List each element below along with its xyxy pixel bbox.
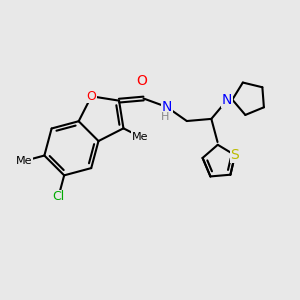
Text: Me: Me — [16, 156, 33, 166]
Text: O: O — [86, 90, 96, 103]
Text: Cl: Cl — [52, 190, 64, 203]
Text: Me: Me — [132, 132, 148, 142]
Text: N: N — [161, 100, 172, 114]
Text: O: O — [136, 74, 148, 88]
Text: H: H — [161, 112, 170, 122]
Text: S: S — [231, 148, 239, 162]
Text: N: N — [222, 93, 232, 107]
